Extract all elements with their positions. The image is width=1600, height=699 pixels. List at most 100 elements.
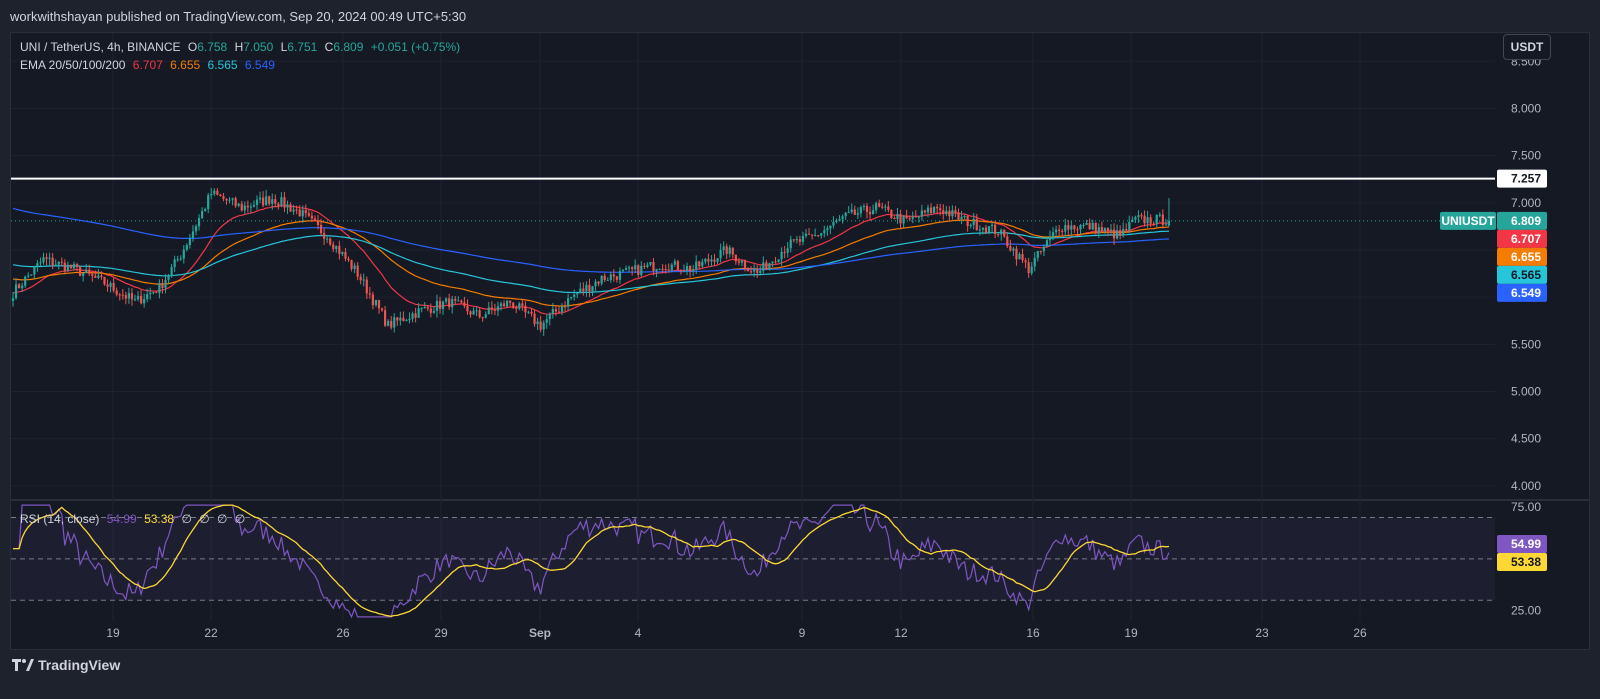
candle-body xyxy=(18,284,21,289)
candle-body xyxy=(865,205,869,212)
candle-body xyxy=(313,218,317,221)
symbol-legend[interactable]: UNI / TetherUS, 4h, BINANCE O6.758 H7.05… xyxy=(20,40,460,54)
tag-last-price: 6.809 xyxy=(1511,214,1541,228)
rsi-tag: 53.38 xyxy=(1511,555,1541,569)
candle-body xyxy=(225,198,228,201)
candle-body xyxy=(338,245,341,254)
candle-body xyxy=(136,295,140,300)
candle-body xyxy=(1161,214,1164,225)
ema-label[interactable]: EMA 20/50/100/200 xyxy=(20,58,126,72)
candle-body xyxy=(1045,240,1049,247)
symbol-tag-bg xyxy=(1440,211,1496,230)
candle-body xyxy=(393,317,396,328)
ema200-line xyxy=(12,207,1170,273)
candle-body xyxy=(390,320,393,328)
candle-body xyxy=(1064,225,1067,232)
candle-body xyxy=(319,225,323,234)
candle-body xyxy=(615,276,618,280)
ema50-value: 6.655 xyxy=(170,58,201,72)
rsi-legend[interactable]: RSI (14, close) 54.99 53.38 ∅ ∅ ∅ ∅ xyxy=(20,512,245,526)
candle-body xyxy=(185,245,188,250)
rsi-tick-label: 75.00 xyxy=(1511,500,1541,514)
candle-body xyxy=(426,307,429,309)
candle-body xyxy=(527,311,530,313)
candle-body xyxy=(91,273,94,276)
candle-body xyxy=(432,311,435,313)
candle-body xyxy=(634,265,637,270)
rsi-label[interactable]: RSI (14, close) xyxy=(20,512,100,526)
x-tick-label: 26 xyxy=(336,626,350,640)
x-tick-label: 4 xyxy=(635,626,642,640)
candle-body xyxy=(692,269,695,272)
candle-body xyxy=(887,206,890,210)
y-tick-label: 4.000 xyxy=(1511,479,1541,493)
candle-body xyxy=(667,269,670,271)
candle-body xyxy=(1039,250,1042,252)
candle-body xyxy=(271,199,274,204)
close-label: C xyxy=(324,40,334,54)
candle-body xyxy=(21,285,24,289)
candle-body xyxy=(628,267,631,269)
candle-body xyxy=(219,194,222,197)
candle-body xyxy=(551,309,554,314)
candle-body xyxy=(899,214,902,224)
candle-body xyxy=(997,233,1000,235)
candle-body xyxy=(30,274,33,276)
tradingview-brand[interactable]: TradingView xyxy=(12,657,120,674)
candle-body xyxy=(972,218,975,225)
candle-body xyxy=(518,303,521,309)
candle-body xyxy=(750,271,753,273)
candle-body xyxy=(97,275,100,278)
candle-body xyxy=(929,207,933,213)
rsi-value: 54.99 xyxy=(106,512,137,526)
candles xyxy=(11,188,1171,337)
candle-body xyxy=(902,215,905,224)
candle-body xyxy=(48,257,51,259)
candle-body xyxy=(158,283,161,293)
candle-body xyxy=(664,269,667,271)
high-label: H xyxy=(234,40,244,54)
candle-body xyxy=(109,282,112,287)
currency-button[interactable]: USDT xyxy=(1503,34,1551,60)
candle-body xyxy=(420,308,423,310)
candle-body xyxy=(1094,222,1097,234)
chart-area[interactable] xyxy=(10,32,1590,650)
candle-body xyxy=(1033,257,1036,267)
candle-body xyxy=(36,263,39,267)
candle-body xyxy=(939,208,942,211)
top-bar: workwithshayan published on TradingView.… xyxy=(0,0,1600,32)
candle-body xyxy=(39,262,42,264)
candle-body xyxy=(905,215,908,219)
candle-body xyxy=(530,311,533,314)
y-tick-label: 7.000 xyxy=(1511,196,1541,210)
x-tick-label: 12 xyxy=(894,626,908,640)
candle-body xyxy=(1088,222,1091,230)
candle-body xyxy=(563,306,567,308)
ema20-value: 6.707 xyxy=(132,58,163,72)
candle-body xyxy=(289,204,292,212)
ema-legend[interactable]: EMA 20/50/100/200 6.707 6.655 6.565 6.54… xyxy=(20,58,275,72)
candle-body xyxy=(1030,266,1033,274)
candle-body xyxy=(57,261,60,265)
candle-body xyxy=(411,313,414,319)
candle-body xyxy=(265,196,268,206)
candle-body xyxy=(768,263,771,270)
candle-body xyxy=(512,302,515,308)
candle-body xyxy=(387,320,390,326)
candle-body xyxy=(365,279,368,294)
ema-tag-bg xyxy=(1497,283,1547,302)
candle-body xyxy=(1134,217,1137,220)
candle-body xyxy=(469,311,472,315)
footer xyxy=(0,650,1600,699)
candle-body xyxy=(11,298,15,301)
candle-body xyxy=(765,262,768,270)
price-tags: 7.257 UNIUSDT 6.809 6.707 6.655 6.565 6.549 54.… xyxy=(1440,169,1547,571)
candle-body xyxy=(957,212,960,220)
candle-body xyxy=(807,233,811,235)
symbol-name[interactable]: UNI / TetherUS, 4h, BINANCE xyxy=(20,40,181,54)
ema-tag: 6.549 xyxy=(1511,286,1541,300)
candle-body xyxy=(170,266,173,276)
symbol-tag: UNIUSDT xyxy=(1441,214,1495,228)
x-axis: 19 22 26 29 Sep 4 9 12 16 19 23 26 xyxy=(106,626,1367,640)
